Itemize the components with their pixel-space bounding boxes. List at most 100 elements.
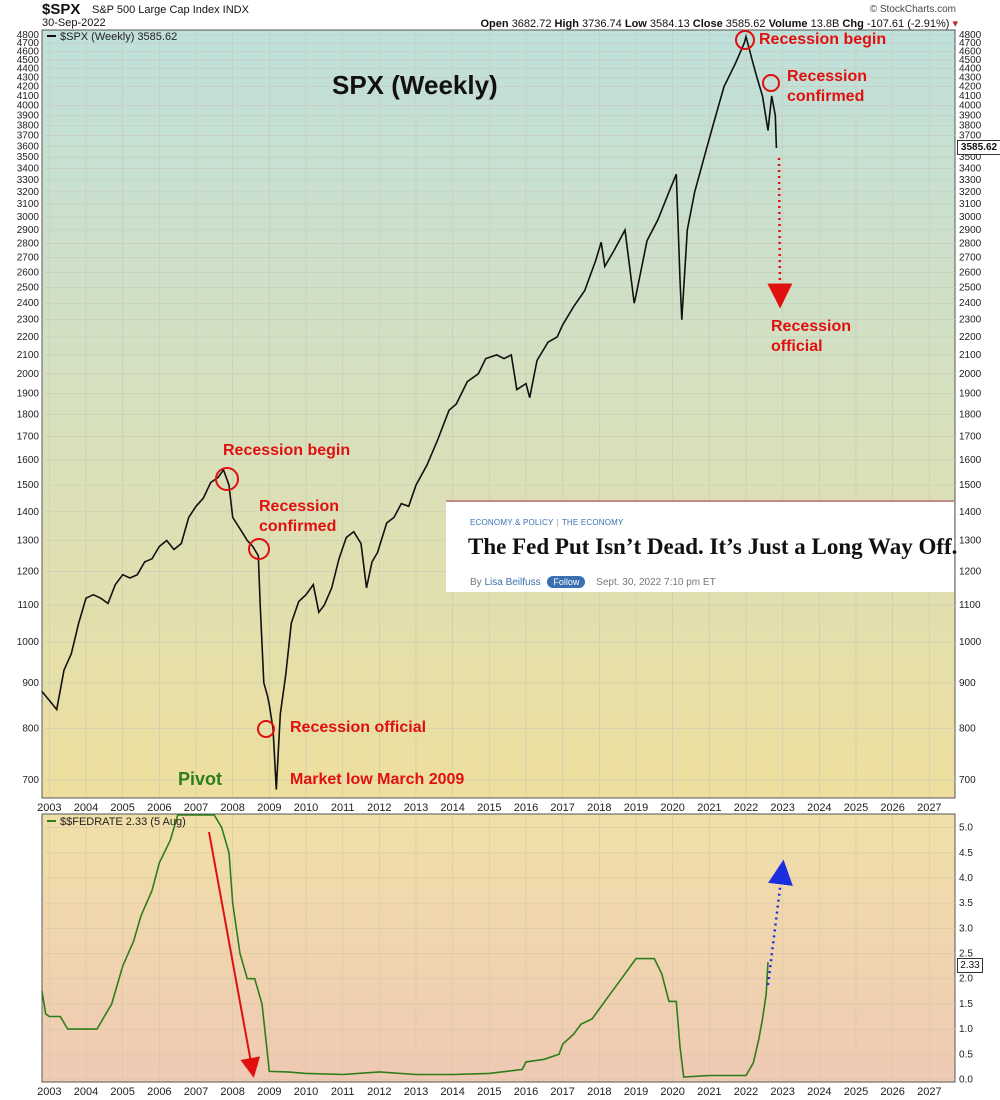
y-tick-label: 4700 <box>959 38 982 49</box>
close-value: 3585.62 <box>725 18 766 30</box>
fedrate-y-axis: 0.0 0.5 1.0 1.5 2.0 2.5 3.0 3.5 4.0 4.5 5.0 <box>959 823 973 1086</box>
x-tick-label: 2007 <box>184 802 208 814</box>
price-y-axis: 700 700 800 800 900 900 1000 1000 1100 1100 1200 12… <box>17 30 982 786</box>
y-tick-label: 0.5 <box>959 1049 973 1060</box>
y-tick-label: 4500 <box>17 55 40 66</box>
annotation-recession-begin-2007: Recession begin <box>223 442 350 459</box>
chart-header: $SPX S&P 500 Large Cap Index INDX 30-Sep… <box>0 0 1000 30</box>
marker-circle-peak-2022 <box>735 30 755 50</box>
last-rate-tag: 2.33 <box>957 958 983 973</box>
y-tick-label: 2600 <box>17 267 40 278</box>
y-tick-label: 3800 <box>959 120 982 131</box>
open-label: Open <box>480 18 509 30</box>
x-tick-label: 2006 <box>147 1086 171 1098</box>
fedrate-panel <box>41 813 956 1083</box>
article-headline[interactable]: The Fed Put Isn’t Dead. It’s Just a Long… <box>468 534 958 559</box>
high-label: High <box>554 18 579 30</box>
y-tick-label: 4600 <box>17 46 40 57</box>
y-tick-label: 3200 <box>959 187 982 198</box>
x-tick-label: 2010 <box>294 802 318 814</box>
subsection-link[interactable]: THE ECONOMY <box>561 518 624 527</box>
y-tick-label: 2900 <box>17 225 40 236</box>
y-tick-label: 3300 <box>17 175 40 186</box>
x-tick-label: 2015 <box>477 802 501 814</box>
x-tick-label: 2015 <box>477 1086 501 1098</box>
volume-label: Volume <box>768 18 808 30</box>
close-label: Close <box>692 18 723 30</box>
y-tick-label: 2200 <box>959 332 982 343</box>
quote-summary: Open 3682.72 High 3736.74 Low 3584.13 Cl… <box>481 17 959 30</box>
marker-circle-confirmed-2022 <box>762 74 780 92</box>
x-tick-label: 2005 <box>110 802 134 814</box>
article-timestamp: Sept. 30, 2022 7:10 pm ET <box>596 577 716 588</box>
y-tick-label: 2900 <box>959 225 982 236</box>
source-credit: © StockCharts.com <box>869 4 956 15</box>
x-tick-label: 2010 <box>294 1086 318 1098</box>
annotation-line-1: Recession <box>771 318 851 335</box>
x-tick-label: 2025 <box>844 1086 868 1098</box>
y-tick-label: 3400 <box>17 163 40 174</box>
y-tick-label: 3500 <box>17 152 40 163</box>
annotation-line-2: confirmed <box>259 518 336 535</box>
y-tick-label: 4500 <box>959 55 982 66</box>
y-tick-label: 4700 <box>17 38 40 49</box>
y-tick-label: 3900 <box>959 110 982 121</box>
chg-label: Chg <box>842 18 864 30</box>
y-tick-label: 3000 <box>959 212 982 223</box>
x-tick-label: 2008 <box>220 802 244 814</box>
y-tick-label: 1.0 <box>959 1024 973 1035</box>
annotation-line-2: confirmed <box>787 88 864 105</box>
x-tick-label: 2024 <box>807 802 831 814</box>
x-tick-label: 2017 <box>550 1086 574 1098</box>
x-tick-label: 2003 <box>37 802 61 814</box>
y-tick-label: 1700 <box>959 432 982 443</box>
y-tick-label: 4600 <box>959 46 982 57</box>
x-tick-label: 2018 <box>587 1086 611 1098</box>
x-tick-label: 2003 <box>37 1086 61 1098</box>
follow-button[interactable]: Follow <box>547 576 586 588</box>
y-tick-label: 1.5 <box>959 999 973 1010</box>
x-tick-label: 2023 <box>770 802 794 814</box>
y-tick-label: 3600 <box>17 141 40 152</box>
y-tick-label: 2200 <box>17 332 40 343</box>
x-tick-label: 2025 <box>844 802 868 814</box>
y-tick-label: 2100 <box>959 350 982 361</box>
volume-value: 13.8B <box>810 18 840 30</box>
x-tick-label: 2021 <box>697 1086 721 1098</box>
x-tick-label: 2012 <box>367 802 391 814</box>
x-tick-label: 2027 <box>917 1086 941 1098</box>
x-tick-label: 2014 <box>440 1086 464 1098</box>
x-tick-label: 2009 <box>257 802 281 814</box>
y-tick-label: 2600 <box>959 267 982 278</box>
y-tick-label: 800 <box>959 723 976 734</box>
x-tick-label: 2006 <box>147 802 171 814</box>
price-panel <box>41 29 956 799</box>
y-tick-label: 3.0 <box>959 923 973 934</box>
y-tick-label: 1500 <box>17 480 40 491</box>
last-price-tag: 3585.62 <box>957 140 1000 155</box>
low-label: Low <box>624 18 647 30</box>
y-tick-label: 1900 <box>959 389 982 400</box>
quote-date: 30-Sep-2022 <box>42 17 106 29</box>
annotation-market-low: Market low March 2009 <box>290 771 464 788</box>
article-card[interactable]: ECONOMY & POLICY | THE ECONOMY The Fed Put… <box>446 500 958 592</box>
section-link[interactable]: ECONOMY & POLICY <box>470 518 554 527</box>
rate-cut-arrow-red <box>208 831 261 1078</box>
y-tick-label: 3700 <box>17 131 40 142</box>
x-tick-label: 2018 <box>587 802 611 814</box>
y-tick-label: 2000 <box>17 369 40 380</box>
projection-arrow-red <box>767 157 793 309</box>
y-tick-label: 3.5 <box>959 898 973 909</box>
high-value: 3736.74 <box>582 18 622 30</box>
y-tick-label: 2700 <box>17 253 40 264</box>
y-tick-label: 1100 <box>959 600 981 611</box>
annotation-line-1: Recession <box>787 68 867 85</box>
author-link[interactable]: Lisa Beilfuss <box>484 577 541 588</box>
article-section: ECONOMY & POLICY | THE ECONOMY <box>470 518 624 527</box>
y-tick-label: 2400 <box>959 298 982 309</box>
y-tick-label: 4000 <box>959 101 982 112</box>
x-tick-label: 2024 <box>807 1086 831 1098</box>
y-tick-label: 2500 <box>959 282 982 293</box>
x-tick-label: 2009 <box>257 1086 281 1098</box>
